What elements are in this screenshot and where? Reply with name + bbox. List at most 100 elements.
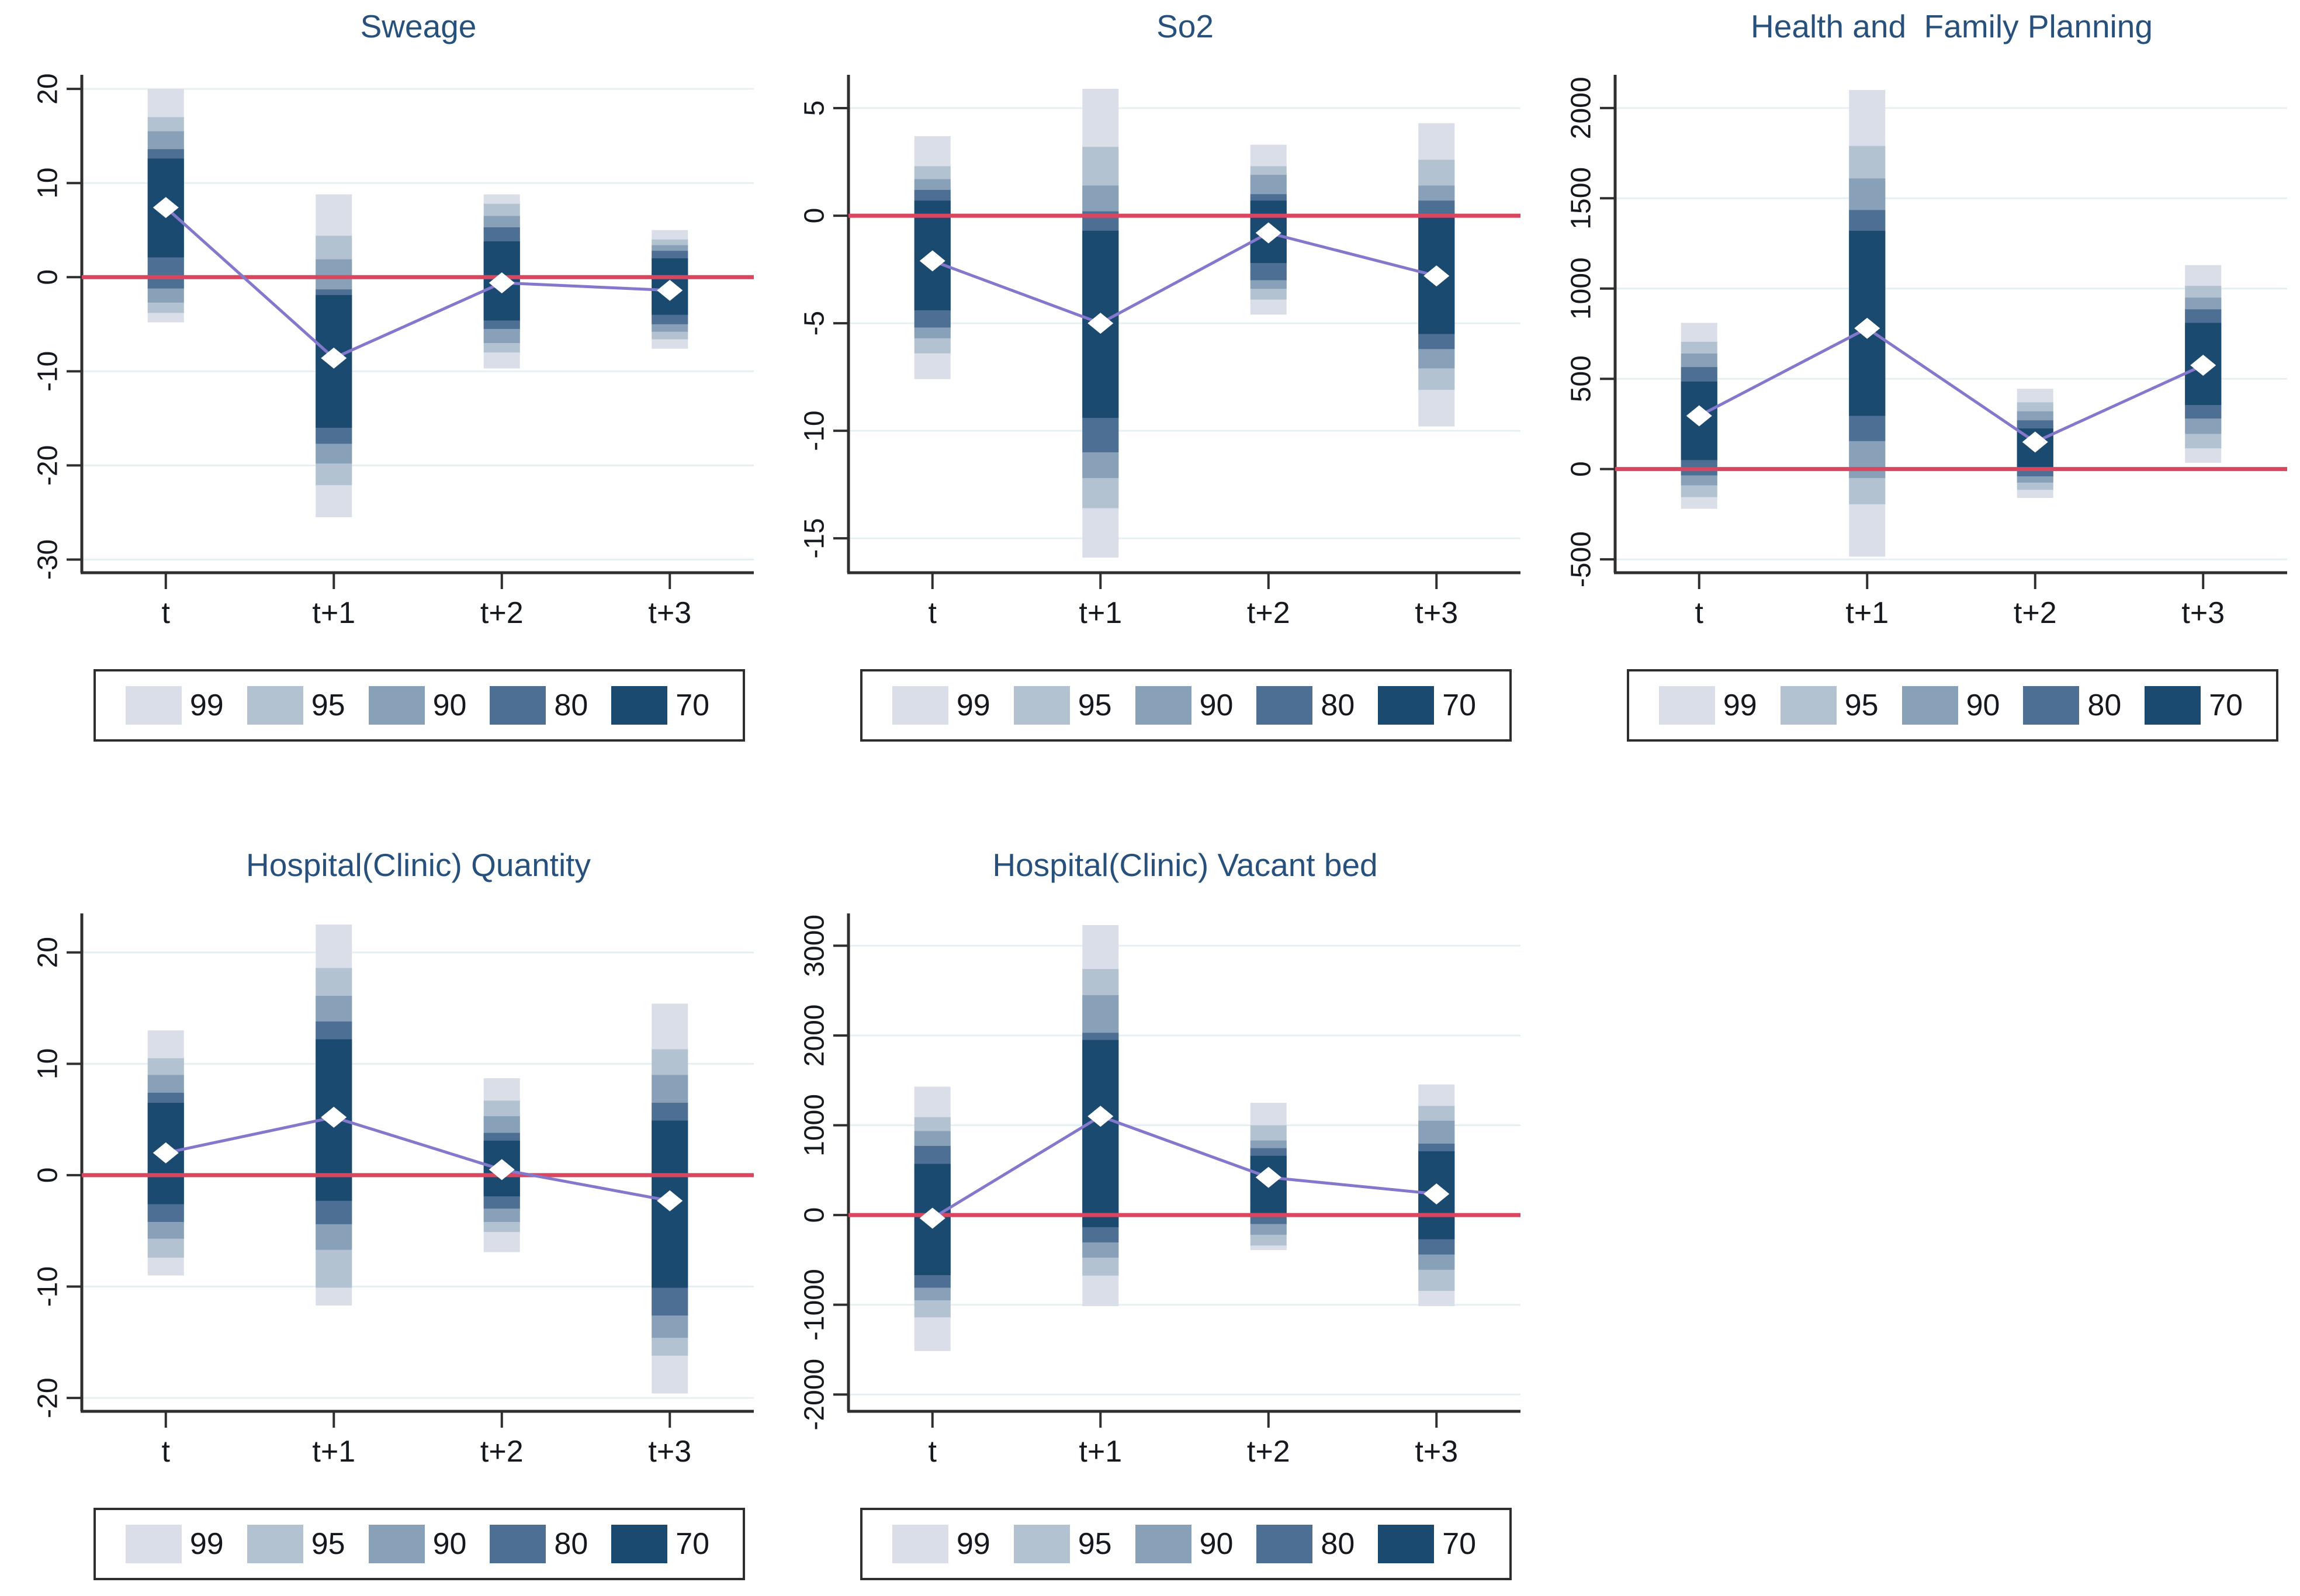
y-tick-label: 10 <box>33 1048 64 1079</box>
y-tick-label: -10 <box>799 410 830 451</box>
legend-swatch-80 <box>490 1525 546 1563</box>
legend-item-90: 90 <box>1135 1525 1234 1563</box>
y-tick-label: -20 <box>33 1377 64 1418</box>
estimate-marker <box>1854 317 1880 339</box>
y-tick-label: 0 <box>799 208 830 224</box>
legend-item-90: 90 <box>368 1525 467 1563</box>
estimate-line <box>165 206 670 360</box>
y-tick-label: 1000 <box>799 1094 830 1157</box>
x-tick-label: t+3 <box>648 1435 691 1469</box>
y-tick-label: 20 <box>33 937 64 968</box>
legend-swatch-95 <box>1013 1525 1070 1563</box>
estimate-marker <box>489 272 515 293</box>
x-tick-label: t <box>162 1435 171 1469</box>
estimate-line <box>931 231 1437 325</box>
legend-item-95: 95 <box>247 686 345 725</box>
x-tick-label: t+3 <box>1415 1435 1458 1469</box>
chart-so2: So2 5 0 -5 -10 -15 t t+1 t+2 t+3 99 95 90 80 70 <box>767 0 1533 798</box>
x-tick-label: t+1 <box>1845 596 1889 630</box>
legend-swatch-80 <box>1256 686 1313 725</box>
plot-area: 2000 1500 1000 500 0 -500 t t+1 t+2 t+3 <box>1566 75 2287 630</box>
estimate-marker <box>153 1142 179 1164</box>
legend-swatch-70 <box>611 686 668 725</box>
x-tick-label: t+1 <box>1079 1435 1122 1469</box>
legend-item-70: 70 <box>1378 1525 1476 1563</box>
y-tick-label: -30 <box>33 539 64 580</box>
y-tick-label: 20 <box>33 73 64 104</box>
legend-item-70: 70 <box>611 686 709 725</box>
estimate-marker <box>1255 1166 1281 1188</box>
legend-swatch-95 <box>1780 686 1837 725</box>
legend-label: 80 <box>2087 688 2122 722</box>
legend-label: 90 <box>1199 1527 1234 1561</box>
legend-item-90: 90 <box>368 686 467 725</box>
chart-sweage: Sweage 20 10 0 -10 -20 -30 t t+1 t+2 t+3 99 95 90 80… <box>0 0 767 798</box>
legend-swatch-70 <box>2145 686 2201 725</box>
legend-item-99: 99 <box>892 1525 990 1563</box>
legend-label: 80 <box>554 688 588 722</box>
legend-label: 95 <box>1078 688 1112 722</box>
y-tick-label: 1500 <box>1566 167 1597 230</box>
chart-health-family-planning: Health and Family Planning 2000 1500 1000 5… <box>1533 0 2300 798</box>
y-tick-label: 0 <box>33 1168 64 1183</box>
y-tick-label: 1000 <box>1566 257 1597 320</box>
legend-item-99: 99 <box>125 1525 224 1563</box>
legend-item-80: 80 <box>490 686 588 725</box>
estimate-marker <box>1686 405 1712 427</box>
legend-label: 99 <box>956 1527 990 1561</box>
legend-label: 95 <box>1078 1527 1112 1561</box>
legend-item-95: 95 <box>247 1525 345 1563</box>
ci-band-70 <box>1082 1040 1119 1227</box>
legend-label: 99 <box>189 1527 224 1561</box>
x-tick-label: t+1 <box>1079 596 1122 630</box>
estimate-marker <box>321 1106 347 1128</box>
chart-title: So2 <box>1156 8 1214 44</box>
x-tick-label: t+2 <box>480 596 524 630</box>
estimate-marker <box>919 250 945 272</box>
estimate-marker <box>919 1207 945 1229</box>
estimate-line <box>1698 326 2204 444</box>
legend-item-95: 95 <box>1780 686 1879 725</box>
legend-swatch-95 <box>247 686 303 725</box>
legend-swatch-90 <box>1901 686 1958 725</box>
legend-label: 70 <box>676 1527 710 1561</box>
y-tick-label: -20 <box>33 445 64 486</box>
y-tick-label: 0 <box>799 1207 830 1223</box>
legend-swatch-99 <box>892 686 948 725</box>
legend-swatch-70 <box>1378 1525 1435 1563</box>
legend-label: 70 <box>1442 688 1477 722</box>
plot-area: 20 10 0 -10 -20 t t+1 t+2 t+3 <box>33 913 754 1469</box>
ci-legend: 99 95 90 80 70 <box>1627 669 2278 742</box>
legend-item-70: 70 <box>1378 686 1476 725</box>
legend-swatch-90 <box>368 1525 425 1563</box>
legend-swatch-99 <box>125 686 182 725</box>
legend-swatch-70 <box>611 1525 668 1563</box>
chart-hospital-quantity: Hospital(Clinic) Quantity 20 10 0 -10 -20 t t+… <box>0 798 767 1596</box>
y-tick-label: -5 <box>799 311 830 336</box>
x-tick-label: t <box>929 1435 937 1469</box>
legend-label: 90 <box>432 1527 467 1561</box>
legend-swatch-95 <box>247 1525 303 1563</box>
y-tick-label: 5 <box>799 101 830 116</box>
ci-legend: 99 95 90 80 70 <box>93 669 745 742</box>
x-tick-label: t+3 <box>2181 596 2225 630</box>
legend-label: 80 <box>554 1527 588 1561</box>
legend-label: 95 <box>311 688 345 722</box>
x-tick-label: t <box>162 596 171 630</box>
estimate-marker <box>1255 222 1281 244</box>
legend-swatch-99 <box>892 1525 948 1563</box>
legend-item-90: 90 <box>1901 686 2000 725</box>
estimate-marker <box>1423 265 1450 287</box>
plot-area: 3000 2000 1000 0 -1000 -2000 t t+1 t+2 t+3 <box>799 913 1520 1469</box>
legend-item-70: 70 <box>2145 686 2243 725</box>
y-tick-label: -2000 <box>799 1359 830 1431</box>
legend-swatch-90 <box>1135 686 1191 725</box>
estimate-line <box>165 1116 670 1203</box>
y-tick-label: -500 <box>1566 531 1597 587</box>
estimate-marker <box>2190 355 2216 376</box>
legend-label: 90 <box>432 688 467 722</box>
legend-swatch-95 <box>1013 686 1070 725</box>
y-tick-label: 500 <box>1566 355 1597 402</box>
legend-label: 70 <box>1442 1527 1477 1561</box>
